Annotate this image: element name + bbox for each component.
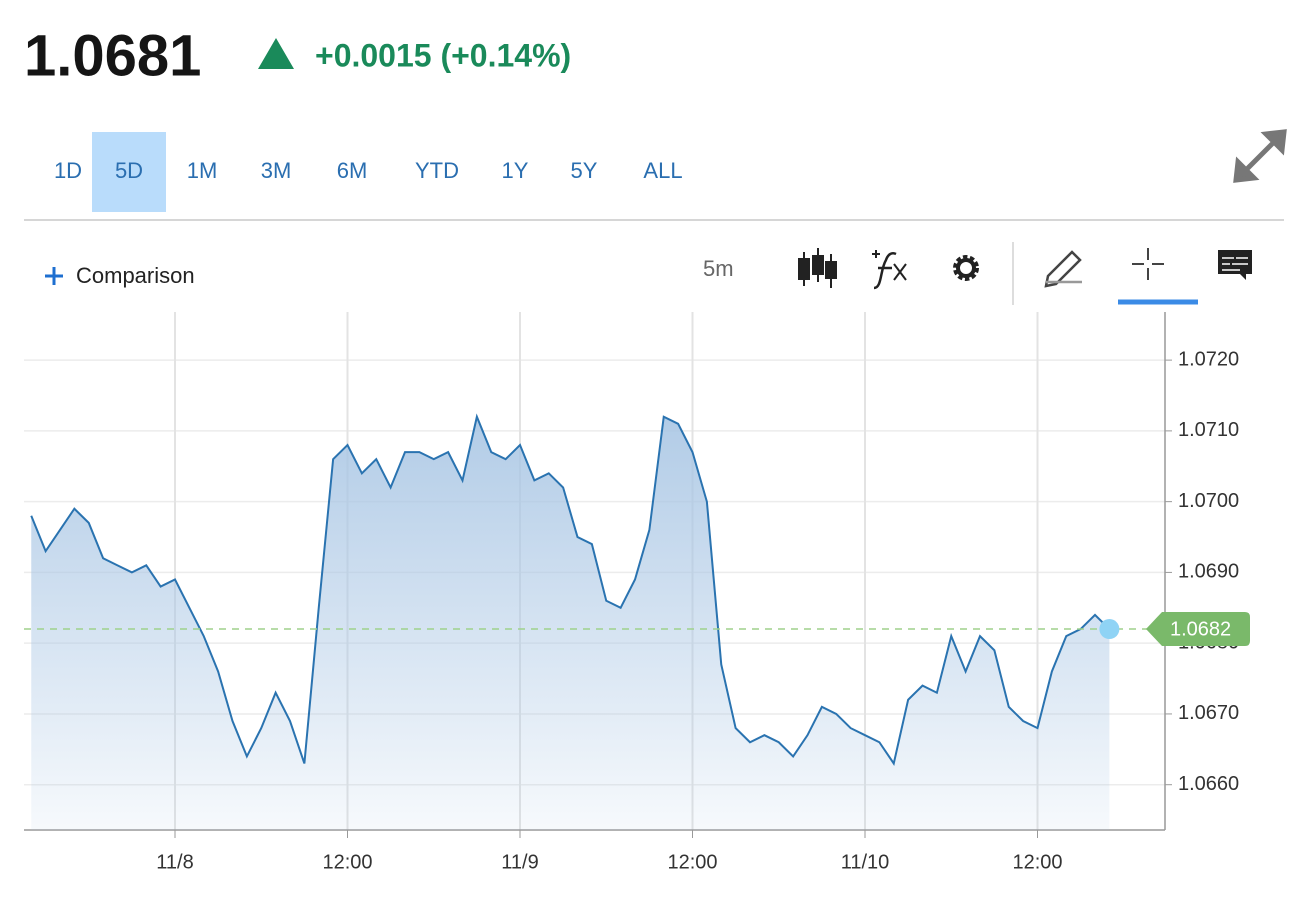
range-tab[interactable]: 5Y	[571, 158, 598, 183]
range-tab[interactable]: 1Y	[502, 158, 529, 183]
price-change: +0.0015 (+0.14%)	[315, 37, 571, 73]
x-tick-label: 12:00	[1012, 851, 1062, 873]
y-tick-label: 1.0660	[1178, 773, 1239, 795]
range-tab[interactable]: 5D	[92, 132, 166, 212]
plus-icon	[45, 267, 63, 285]
tab-label: YTD	[415, 158, 459, 183]
expand-head	[1260, 129, 1287, 156]
function-icon[interactable]	[872, 250, 907, 290]
line	[30, 413, 1111, 766]
x-tick-label: 12:00	[667, 851, 717, 873]
icon-part	[1222, 257, 1248, 271]
tab-label: 5Y	[571, 158, 598, 183]
interval[interactable]: 5m	[703, 256, 734, 281]
tab-highlight	[92, 132, 166, 212]
x-tick-label: 12:00	[322, 851, 372, 873]
x-tick-label: 11/9	[501, 851, 538, 873]
last-point	[1099, 619, 1120, 640]
range-tab[interactable]: YTD	[415, 158, 459, 183]
range-tabs: 1D 5D 1M 3M 6M YTD 1Y 5Y ALL	[54, 132, 683, 212]
icon-part	[872, 250, 880, 258]
icon-part	[1218, 250, 1252, 280]
area	[31, 416, 1110, 830]
icon-part	[825, 261, 837, 279]
draw-icon[interactable]	[1044, 250, 1082, 288]
y-tick-label: 1.0670	[1178, 702, 1239, 724]
tab-label: ALL	[643, 158, 682, 183]
last-price-badge	[1146, 612, 1250, 647]
y-tick-label: 1.0700	[1178, 490, 1239, 512]
expand-head	[1233, 156, 1260, 183]
icon-part	[893, 263, 907, 281]
icon-part	[798, 258, 810, 280]
up-arrow	[258, 38, 294, 69]
x-tick-label: 11/10	[841, 851, 890, 873]
price: 1.0681	[24, 23, 201, 88]
icon-part	[812, 255, 824, 275]
y-tick-label: 1.0710	[1178, 419, 1239, 441]
y-tick-label: 1.0720	[1178, 348, 1239, 370]
expand-icon[interactable]	[1233, 129, 1287, 183]
x-tick-label: 11/8	[156, 851, 193, 873]
tab-label: 1M	[187, 158, 218, 183]
y-tick-label: 1.0690	[1178, 561, 1239, 583]
icon-part	[956, 258, 976, 278]
tab-label: 6M	[337, 158, 368, 183]
candle-icon[interactable]	[798, 248, 837, 288]
tab-label: 5D	[115, 158, 143, 183]
crosshair-icon[interactable]	[1118, 248, 1198, 305]
range-tab[interactable]: 6M	[337, 158, 368, 183]
icon-part	[1132, 248, 1164, 280]
icon-part	[1044, 250, 1082, 288]
range-tab[interactable]: 1M	[187, 158, 218, 183]
icon-part	[873, 252, 897, 290]
comments-icon[interactable]	[1218, 250, 1252, 280]
comparison-label: Comparison	[76, 263, 195, 288]
range-tab[interactable]: ALL	[643, 158, 682, 183]
comparison-button[interactable]: Comparison	[45, 263, 195, 288]
plot: 1.06601.06701.06801.06901.07001.07101.07…	[24, 312, 1250, 873]
tab-label: 1Y	[502, 158, 529, 183]
settings-icon[interactable]	[953, 255, 979, 281]
range-tab[interactable]: 3M	[261, 158, 292, 183]
range-tab[interactable]: 1D	[54, 158, 82, 183]
tab-label: 1D	[54, 158, 82, 183]
tab-label: 3M	[261, 158, 292, 183]
last-price-label: 1.0682	[1170, 618, 1231, 640]
